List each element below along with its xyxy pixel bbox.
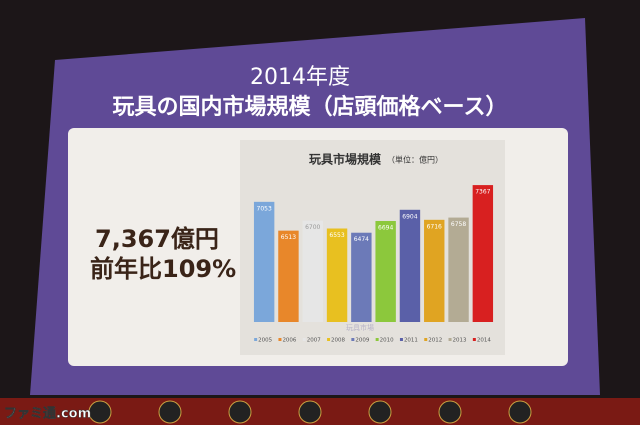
value-label: 6904 bbox=[402, 213, 417, 220]
legend-swatch bbox=[278, 338, 282, 341]
heading: 2014年度 bbox=[250, 65, 350, 90]
subheading: 玩具の国内市場規模（店頭価格ベース） bbox=[113, 94, 508, 120]
bar bbox=[375, 220, 396, 322]
chart-title: 玩具市場規模 bbox=[309, 152, 382, 167]
x-tick-label: 2007 bbox=[307, 338, 321, 344]
logo bbox=[88, 400, 112, 424]
bar bbox=[424, 219, 445, 322]
x-tick-label: 2008 bbox=[331, 338, 345, 344]
value-label: 7053 bbox=[257, 205, 272, 212]
legend-swatch bbox=[424, 338, 428, 341]
value-label: 7367 bbox=[475, 189, 490, 196]
logo bbox=[508, 400, 532, 424]
logo bbox=[298, 400, 322, 424]
legend-swatch bbox=[472, 338, 476, 341]
bar bbox=[326, 228, 348, 322]
footer-logos bbox=[0, 398, 640, 425]
bar bbox=[278, 230, 299, 322]
x-tick-label: 2013 bbox=[453, 338, 467, 344]
value-label: 6716 bbox=[427, 223, 442, 230]
value-label: 6513 bbox=[281, 234, 296, 241]
legend-label: 玩具市場 bbox=[346, 323, 374, 332]
x-tick-label: 2006 bbox=[282, 338, 296, 344]
value-label: 6700 bbox=[305, 224, 320, 231]
x-tick-label: 2009 bbox=[355, 338, 369, 344]
chart-unit: （単位：億円） bbox=[387, 155, 443, 165]
value-label: 6758 bbox=[451, 221, 466, 228]
x-tick-label: 2014 bbox=[477, 338, 491, 344]
logo bbox=[228, 400, 252, 424]
legend-swatch bbox=[399, 338, 403, 341]
legend-swatch bbox=[375, 338, 379, 341]
bar bbox=[302, 220, 323, 322]
legend-swatch bbox=[254, 338, 258, 341]
legend-swatch bbox=[351, 338, 355, 341]
value-label: 6474 bbox=[354, 236, 369, 243]
x-tick-label: 2005 bbox=[258, 338, 272, 344]
x-tick-label: 2012 bbox=[428, 338, 442, 344]
watermark: ファミ通.com bbox=[4, 406, 91, 422]
legend-swatch bbox=[327, 338, 331, 341]
bar bbox=[448, 217, 469, 322]
bar bbox=[399, 209, 421, 322]
logo bbox=[368, 400, 392, 424]
value-label: 6694 bbox=[378, 224, 393, 231]
bar bbox=[472, 185, 494, 322]
bar bbox=[253, 201, 275, 322]
headline-value: 7,367億円 bbox=[95, 225, 219, 253]
legend-swatch bbox=[448, 338, 452, 341]
bar bbox=[351, 232, 372, 322]
x-tick-label: 2011 bbox=[404, 338, 418, 344]
x-tick-label: 2010 bbox=[380, 338, 394, 344]
headline-growth: 前年比109% bbox=[90, 255, 236, 283]
logo bbox=[158, 400, 182, 424]
logo bbox=[438, 400, 462, 424]
value-label: 6553 bbox=[329, 232, 344, 239]
legend-swatch bbox=[302, 338, 306, 341]
